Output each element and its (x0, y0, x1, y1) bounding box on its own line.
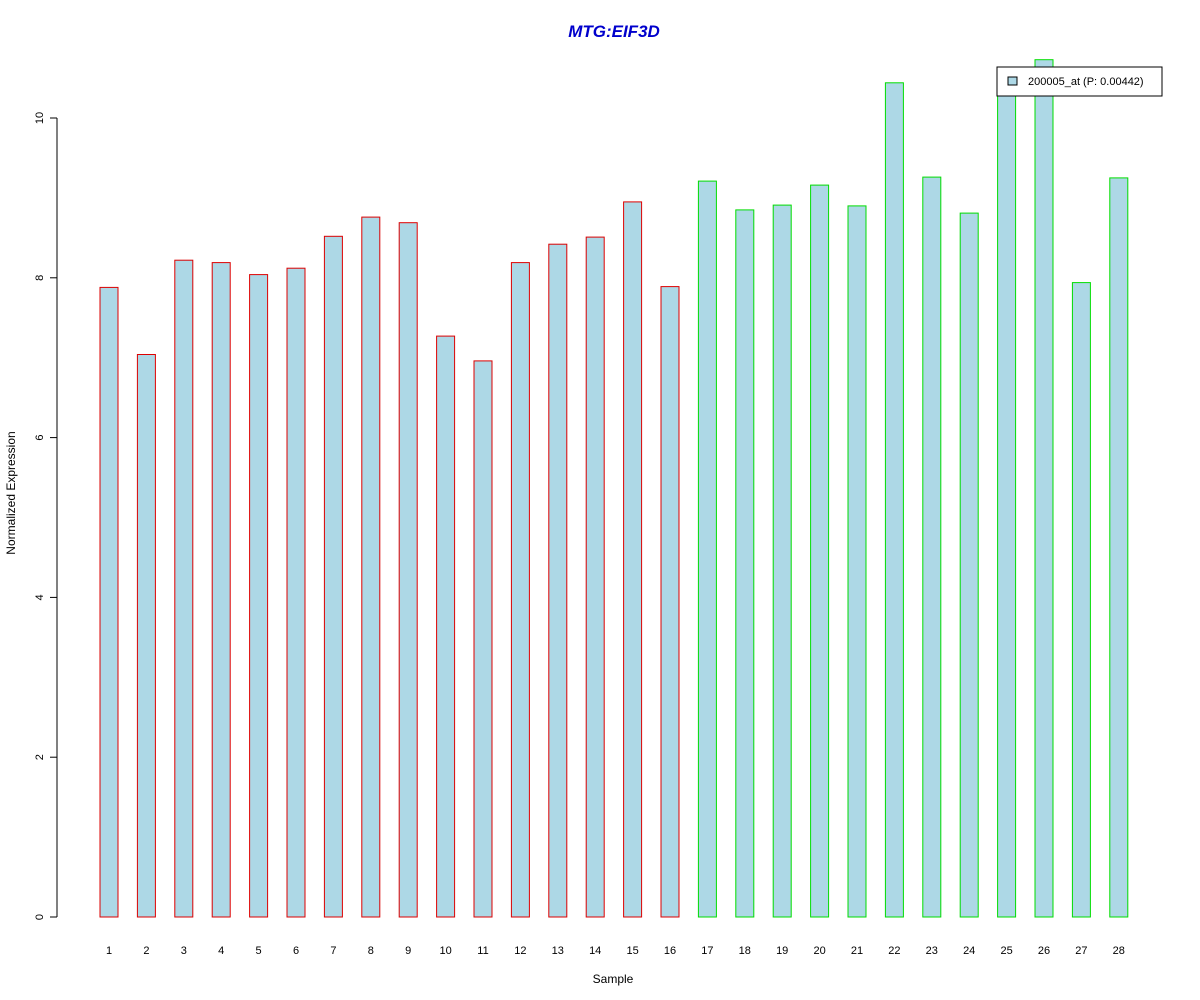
x-tick-label: 6 (293, 945, 299, 957)
x-axis-label: Sample (593, 972, 634, 986)
bars (99, 59, 1129, 918)
x-tick-label: 25 (1000, 945, 1012, 957)
bar (660, 286, 680, 918)
bar (884, 82, 904, 918)
x-tick-label: 1 (106, 945, 112, 957)
x-tick-label: 26 (1038, 945, 1050, 957)
y-axis: 0 2 4 6 8 10 (34, 112, 58, 920)
x-tick-label: 2 (143, 945, 149, 957)
y-tick-label: 8 (34, 275, 46, 281)
bar (136, 354, 156, 918)
legend-box (996, 66, 1163, 97)
bar (959, 212, 979, 918)
bar (323, 235, 343, 918)
x-tick-label: 19 (776, 945, 788, 957)
x-tick-label: 7 (330, 945, 336, 957)
x-tick-label: 5 (256, 945, 262, 957)
bar (922, 176, 942, 918)
bar (211, 262, 231, 918)
x-tick-label: 28 (1113, 945, 1125, 957)
x-tick-label: 11 (477, 945, 488, 957)
bar (585, 236, 605, 918)
bar (772, 204, 792, 918)
bar (1034, 59, 1054, 918)
bar (510, 262, 530, 918)
x-tick-label: 22 (888, 945, 900, 957)
bar (99, 286, 119, 918)
bar (249, 274, 269, 918)
bar (286, 267, 306, 918)
y-tick-label: 10 (34, 112, 46, 124)
bar (174, 259, 194, 918)
x-tick-label: 13 (552, 945, 564, 957)
y-tick-label: 0 (34, 914, 46, 920)
x-tick-label: 4 (218, 945, 224, 957)
bar (436, 335, 456, 918)
legend: 200005_at (P: 0.00442) (996, 66, 1163, 97)
bar (847, 205, 867, 918)
y-axis-label: Normalized Expression (4, 431, 18, 554)
x-tick-label: 21 (851, 945, 863, 957)
x-tick-label: 12 (514, 945, 526, 957)
bar (473, 360, 493, 918)
bar (361, 216, 381, 918)
bar (623, 201, 643, 918)
bar (697, 180, 717, 918)
y-tick-label: 2 (34, 754, 46, 760)
bar (997, 88, 1017, 918)
x-tick-label: 27 (1075, 945, 1087, 957)
legend-label: 200005_at (P: 0.00442) (1028, 76, 1144, 88)
x-tick-label: 17 (701, 945, 713, 957)
x-tick-label: 18 (739, 945, 751, 957)
y-tick-label: 6 (34, 435, 46, 441)
legend-swatch (1007, 76, 1018, 86)
x-tick-label: 8 (368, 945, 374, 957)
chart-title: MTG:EIF3D (568, 22, 660, 41)
x-tick-labels: 1 2 3 4 5 6 7 8 9 10 11 12 13 14 15 16 17 18 19 20 21 22 23 24 2… (106, 945, 1125, 957)
x-tick-label: 23 (926, 945, 938, 957)
bar (1071, 282, 1091, 918)
bar (398, 222, 418, 918)
bar (735, 209, 755, 918)
bar (1109, 177, 1129, 918)
bar (810, 184, 830, 918)
x-tick-label: 14 (589, 945, 601, 957)
x-tick-label: 15 (626, 945, 638, 957)
x-tick-label: 16 (664, 945, 676, 957)
x-tick-label: 10 (439, 945, 451, 957)
bar (548, 243, 568, 918)
x-tick-label: 9 (405, 945, 411, 957)
x-tick-label: 24 (963, 945, 975, 957)
x-tick-label: 3 (181, 945, 187, 957)
y-tick-label: 4 (34, 594, 46, 600)
x-tick-label: 20 (813, 945, 825, 957)
